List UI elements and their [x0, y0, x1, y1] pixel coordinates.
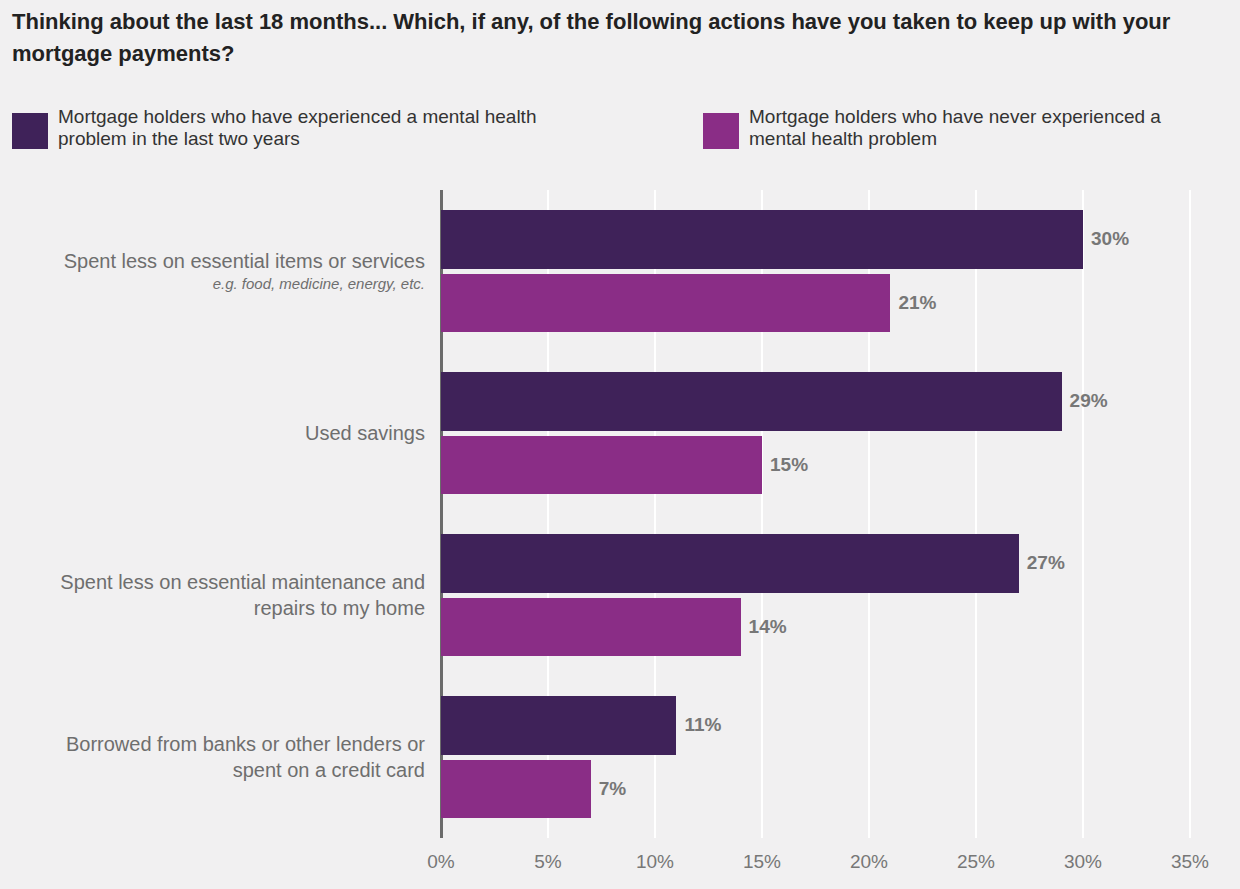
plot-area [441, 190, 1190, 838]
grid-line [975, 190, 977, 838]
bar [441, 598, 741, 657]
tick-label: 15% [722, 850, 802, 874]
data-label: 15% [770, 453, 808, 477]
data-label: 29% [1070, 389, 1108, 413]
data-label: 30% [1091, 227, 1129, 251]
data-label: 27% [1027, 551, 1065, 575]
tick-label: 25% [936, 850, 1016, 874]
tick-label: 30% [1043, 850, 1123, 874]
bar [441, 436, 762, 495]
category-note: e.g. food, medicine, energy, etc. [213, 274, 425, 294]
tick-label: 0% [401, 850, 481, 874]
legend-swatch [703, 113, 739, 149]
category-label-box: Used savings [20, 352, 425, 514]
category-label: Spent less on essential maintenance and … [20, 569, 425, 621]
category-label-box: Spent less on essential items or service… [20, 190, 425, 352]
legend-swatch [12, 113, 48, 149]
tick-label: 10% [615, 850, 695, 874]
bar [441, 760, 591, 819]
tick-label: 20% [829, 850, 909, 874]
bar [441, 274, 890, 333]
category-label: Spent less on essential items or service… [64, 248, 425, 274]
data-label: 11% [684, 713, 721, 737]
category-label: Borrowed from banks or other lenders or … [20, 731, 425, 783]
bar [441, 534, 1019, 593]
data-label: 21% [898, 291, 936, 315]
title: Thinking about the last 18 months... Whi… [12, 6, 1227, 70]
grid-line [1082, 190, 1084, 838]
data-label: 7% [599, 777, 626, 801]
category-label-box: Borrowed from banks or other lenders or … [20, 676, 425, 838]
category-label: Used savings [305, 420, 425, 446]
bar [441, 210, 1083, 269]
category-label-box: Spent less on essential maintenance and … [20, 514, 425, 676]
tick-label: 5% [508, 850, 588, 874]
legend-label: Mortgage holders who have never experien… [749, 106, 1219, 150]
bar [441, 696, 676, 755]
bar [441, 372, 1062, 431]
legend-label: Mortgage holders who have experienced a … [58, 106, 603, 150]
data-label: 14% [749, 615, 787, 639]
grid-line [1189, 190, 1191, 838]
tick-label: 35% [1150, 850, 1230, 874]
chart: Thinking about the last 18 months... Whi… [0, 0, 1240, 889]
